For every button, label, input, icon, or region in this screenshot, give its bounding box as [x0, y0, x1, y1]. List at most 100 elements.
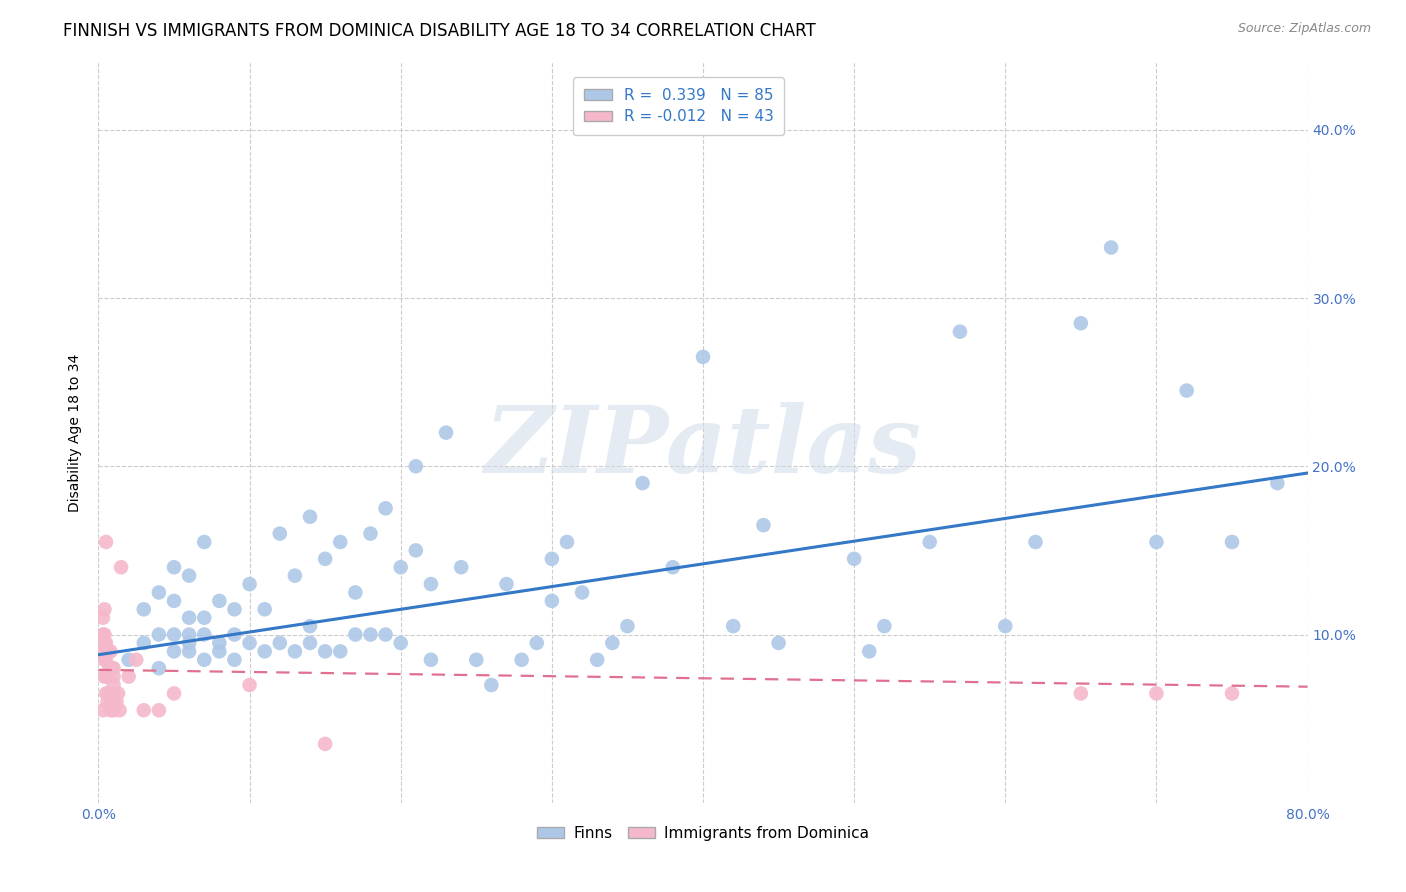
Point [434, 425, 457, 440]
Point [526, 636, 548, 650]
Point [465, 653, 488, 667]
Point [1070, 316, 1092, 330]
Point [103, 661, 125, 675]
Point [405, 459, 427, 474]
Point [96, 695, 118, 709]
Point [94, 644, 117, 658]
Point [1144, 535, 1167, 549]
Point [101, 695, 124, 709]
Point [329, 644, 352, 658]
Point [91, 627, 114, 641]
Point [1220, 535, 1243, 549]
Point [224, 627, 246, 641]
Point [269, 526, 291, 541]
Point [93, 627, 115, 641]
Point [132, 602, 155, 616]
Point [94, 636, 117, 650]
Point [101, 661, 124, 675]
Point [752, 518, 775, 533]
Point [540, 551, 562, 566]
Point [481, 678, 503, 692]
Text: FINNISH VS IMMIGRANTS FROM DOMINICA DISABILITY AGE 18 TO 34 CORRELATION CHART: FINNISH VS IMMIGRANTS FROM DOMINICA DISA… [63, 22, 815, 40]
Point [98, 661, 121, 675]
Point [193, 610, 215, 624]
Point [193, 627, 215, 641]
Legend: Finns, Immigrants from Dominica: Finns, Immigrants from Dominica [530, 820, 876, 847]
Point [163, 644, 186, 658]
Point [844, 551, 866, 566]
Point [105, 695, 128, 709]
Point [389, 560, 412, 574]
Point [148, 627, 170, 641]
Point [94, 653, 117, 667]
Point [405, 543, 427, 558]
Point [148, 703, 170, 717]
Point [132, 636, 155, 650]
Point [420, 577, 443, 591]
Point [314, 737, 336, 751]
Point [91, 644, 114, 658]
Point [616, 619, 638, 633]
Point [994, 619, 1017, 633]
Point [873, 619, 896, 633]
Point [360, 526, 382, 541]
Point [299, 619, 322, 633]
Point [179, 627, 201, 641]
Point [389, 636, 412, 650]
Point [450, 560, 472, 574]
Point [420, 653, 443, 667]
Point [100, 703, 122, 717]
Point [949, 325, 972, 339]
Point [208, 636, 231, 650]
Point [284, 568, 307, 582]
Text: Source: ZipAtlas.com: Source: ZipAtlas.com [1237, 22, 1371, 36]
Point [692, 350, 714, 364]
Point [631, 476, 654, 491]
Point [125, 653, 148, 667]
Point [208, 644, 231, 658]
Point [93, 636, 115, 650]
Point [118, 653, 141, 667]
Point [602, 636, 624, 650]
Point [269, 636, 291, 650]
Point [193, 653, 215, 667]
Point [93, 653, 115, 667]
Text: ZIPatlas: ZIPatlas [485, 402, 921, 492]
Point [193, 535, 215, 549]
Point [360, 627, 382, 641]
Point [1267, 476, 1289, 491]
Point [94, 670, 117, 684]
Point [94, 686, 117, 700]
Point [100, 644, 122, 658]
Point [253, 644, 276, 658]
Point [132, 703, 155, 717]
Point [96, 670, 118, 684]
Point [314, 551, 336, 566]
Point [495, 577, 517, 591]
Point [103, 670, 125, 684]
Point [163, 594, 186, 608]
Point [107, 686, 129, 700]
Point [103, 703, 125, 717]
Y-axis label: Disability Age 18 to 34: Disability Age 18 to 34 [69, 353, 83, 512]
Point [1220, 686, 1243, 700]
Point [224, 602, 246, 616]
Point [91, 610, 114, 624]
Point [110, 560, 132, 574]
Point [239, 577, 262, 591]
Point [1175, 384, 1198, 398]
Point [661, 560, 683, 574]
Point [163, 686, 186, 700]
Point [103, 678, 125, 692]
Point [103, 686, 125, 700]
Point [163, 560, 186, 574]
Point [224, 653, 246, 667]
Point [93, 670, 115, 684]
Point [96, 644, 118, 658]
Point [239, 636, 262, 650]
Point [179, 568, 201, 582]
Point [299, 509, 322, 524]
Point [314, 644, 336, 658]
Point [1024, 535, 1046, 549]
Point [148, 661, 170, 675]
